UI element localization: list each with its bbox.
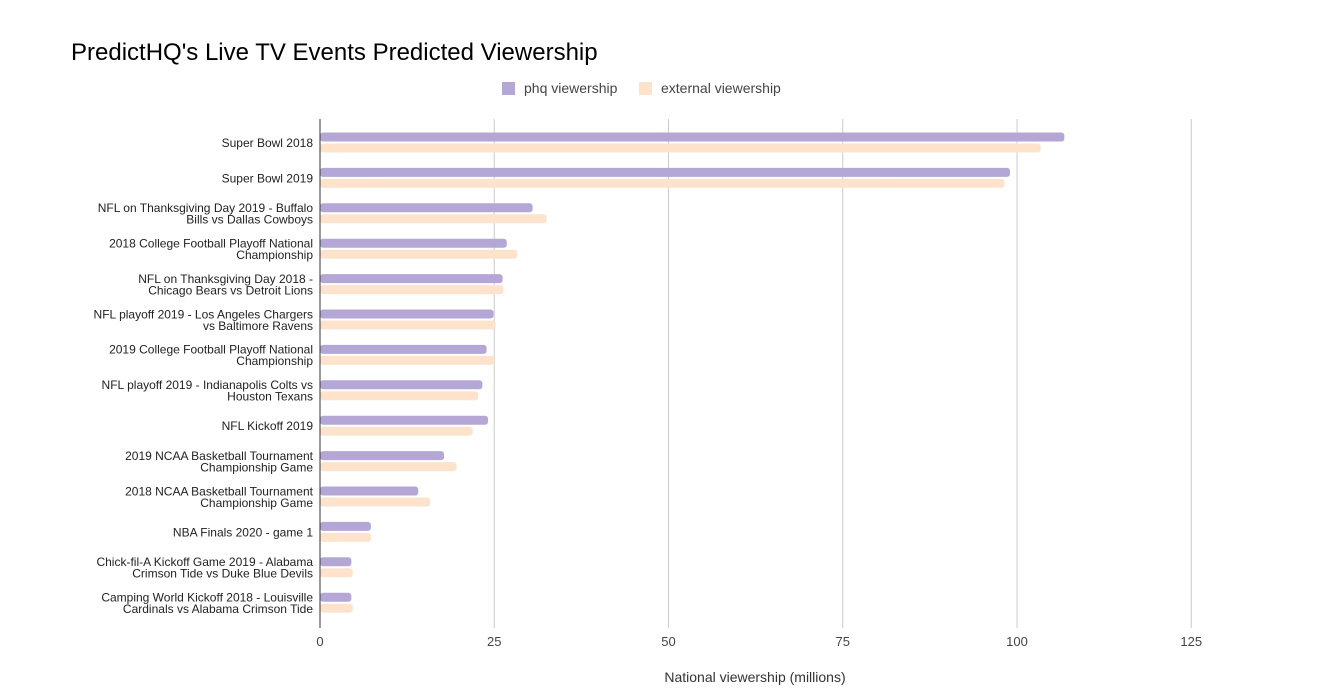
legend-label-external: external viewership bbox=[661, 80, 781, 96]
category-label: Cardinals vs Alabama Crimson Tide bbox=[123, 602, 313, 616]
bar-external-viewership bbox=[320, 320, 496, 330]
category-label: 2019 NCAA Basketball Tournament bbox=[125, 449, 314, 463]
bar-external-viewership bbox=[320, 603, 353, 613]
bar-phq-viewership bbox=[320, 238, 507, 248]
category-label: Camping World Kickoff 2018 - Louisville bbox=[101, 590, 313, 604]
bar-phq-viewership bbox=[320, 380, 483, 390]
bar-external-viewership bbox=[320, 462, 457, 472]
bar-phq-viewership bbox=[320, 203, 533, 213]
category-label: Championship bbox=[236, 354, 313, 368]
category-label: Crimson Tide vs Duke Blue Devils bbox=[132, 567, 313, 581]
category-label: Championship Game bbox=[200, 460, 313, 474]
bar-external-viewership bbox=[320, 355, 495, 365]
category-label: 2019 College Football Playoff National bbox=[109, 343, 313, 357]
bar-phq-viewership bbox=[320, 309, 494, 319]
category-label: NFL on Thanksgiving Day 2019 - Buffalo bbox=[98, 201, 314, 215]
bar-phq-viewership bbox=[320, 592, 352, 602]
x-tick-label: 50 bbox=[661, 634, 675, 649]
category-label: Super Bowl 2019 bbox=[222, 171, 314, 185]
x-tick-label: 75 bbox=[836, 634, 850, 649]
bars bbox=[320, 132, 1065, 613]
bar-external-viewership bbox=[320, 249, 518, 259]
legend-swatch-external bbox=[639, 82, 652, 95]
category-label: Chick-fil-A Kickoff Game 2019 - Alabama bbox=[96, 555, 313, 569]
gridlines bbox=[493, 119, 1192, 628]
bar-phq-viewership bbox=[320, 274, 503, 284]
x-tick-label: 0 bbox=[316, 634, 323, 649]
category-label: Championship Game bbox=[200, 496, 313, 510]
category-label: NFL playoff 2019 - Indianapolis Colts vs bbox=[102, 378, 313, 392]
legend-swatch-phq bbox=[502, 82, 515, 95]
bar-external-viewership bbox=[320, 214, 547, 224]
x-tick-label: 25 bbox=[487, 634, 501, 649]
bar-external-viewership bbox=[320, 391, 479, 401]
bar-external-viewership bbox=[320, 143, 1041, 153]
category-label: Chicago Bears vs Detroit Lions bbox=[148, 283, 313, 297]
category-label: Super Bowl 2018 bbox=[222, 136, 314, 150]
bar-phq-viewership bbox=[320, 521, 371, 531]
legend: phq viewership external viewership bbox=[502, 80, 781, 96]
bar-phq-viewership bbox=[320, 557, 352, 567]
bar-external-viewership bbox=[320, 426, 473, 436]
category-label: 2018 NCAA Basketball Tournament bbox=[125, 484, 314, 498]
bar-external-viewership bbox=[320, 497, 431, 507]
bar-phq-viewership bbox=[320, 486, 419, 496]
bar-external-viewership bbox=[320, 532, 371, 542]
bar-external-viewership bbox=[320, 178, 1005, 188]
x-axis-title: National viewership (millions) bbox=[664, 669, 845, 685]
x-tick-label: 125 bbox=[1180, 634, 1202, 649]
category-label: Bills vs Dallas Cowboys bbox=[186, 213, 313, 227]
category-label: NFL playoff 2019 - Los Angeles Chargers bbox=[94, 307, 313, 321]
bar-phq-viewership bbox=[320, 451, 445, 461]
category-label: 2018 College Football Playoff National bbox=[109, 236, 313, 250]
x-tick-label: 100 bbox=[1006, 634, 1028, 649]
category-label: NFL Kickoff 2019 bbox=[222, 419, 314, 433]
bar-external-viewership bbox=[320, 285, 504, 295]
category-labels: Super Bowl 2018 Super Bowl 2019 NFL on Tha… bbox=[94, 136, 314, 616]
bar-phq-viewership bbox=[320, 132, 1065, 142]
category-label: NBA Finals 2020 - game 1 bbox=[173, 525, 313, 539]
category-label: vs Baltimore Ravens bbox=[203, 319, 313, 333]
legend-label-phq: phq viewership bbox=[524, 80, 618, 96]
chart-title: PredictHQ's Live TV Events Predicted Vie… bbox=[71, 39, 598, 66]
bar-external-viewership bbox=[320, 568, 353, 578]
category-label: Championship bbox=[236, 248, 313, 262]
bar-phq-viewership bbox=[320, 167, 1011, 177]
bar-phq-viewership bbox=[320, 344, 487, 354]
x-tick-labels: 0 25 50 75 100 125 bbox=[316, 634, 1202, 649]
category-label: Houston Texans bbox=[227, 390, 313, 404]
bar-phq-viewership bbox=[320, 415, 488, 425]
category-label: NFL on Thanksgiving Day 2018 - bbox=[138, 272, 313, 286]
